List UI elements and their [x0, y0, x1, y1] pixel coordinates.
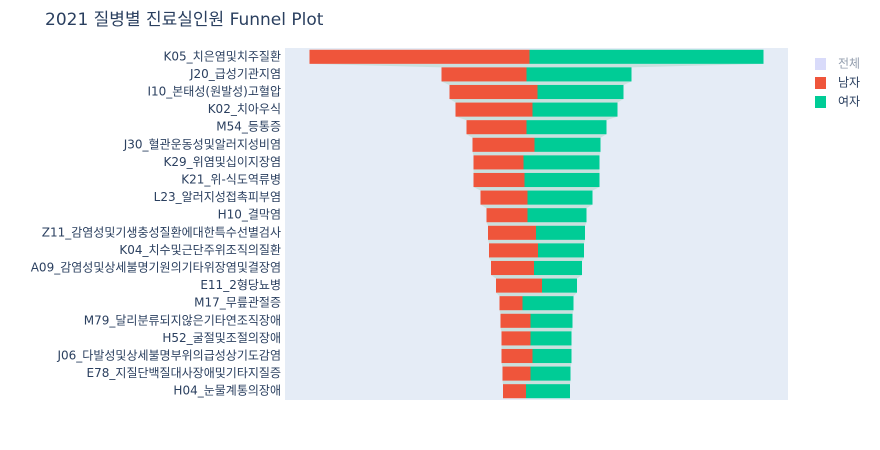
y-tick-label: K05_치은염및치주질환 — [164, 49, 281, 63]
funnel-bar — [472, 137, 535, 152]
funnel-bar — [526, 67, 632, 82]
funnel-bar — [473, 155, 524, 170]
funnel-bar — [455, 102, 533, 117]
connector — [455, 116, 618, 121]
funnel-bar — [449, 84, 538, 100]
connector — [449, 99, 624, 103]
y-tick-label: I10_본태성(원발성)고혈압 — [147, 85, 281, 99]
y-tick-label: J20_급성기관지염 — [189, 67, 281, 81]
y-tick-label: M54_등통증 — [216, 120, 281, 134]
funnel-bar — [502, 366, 531, 381]
funnel-bar — [542, 278, 577, 293]
y-tick-label: M17_무릎관절증 — [194, 296, 281, 310]
funnel-bar — [501, 331, 531, 346]
connector — [466, 134, 607, 138]
connector — [488, 239, 585, 244]
funnel-bar — [527, 208, 587, 223]
funnel-bar — [532, 348, 572, 364]
funnel-bar — [501, 348, 533, 364]
legend-swatch — [815, 58, 826, 70]
funnel-bar — [537, 84, 624, 100]
funnel-bar — [466, 120, 527, 135]
connector — [309, 63, 764, 68]
connector — [491, 275, 582, 279]
funnel-bar — [441, 67, 527, 82]
funnel-bar — [499, 296, 523, 311]
y-tick-label: H10_결막염 — [218, 208, 281, 222]
funnel-bar — [486, 208, 528, 223]
y-tick-label: J30_혈관운동성및알러지성비염 — [123, 137, 281, 151]
y-tick-label: K21_위-식도역류병 — [181, 173, 281, 187]
legend-swatch — [815, 77, 826, 89]
funnel-bar — [536, 225, 585, 240]
funnel-bar — [530, 366, 571, 381]
funnel-bar — [496, 278, 542, 293]
y-tick-label: Z11_감염성및기생충성질환에대한특수선별검사 — [42, 225, 281, 239]
funnel-bar — [529, 49, 764, 64]
connector — [502, 380, 571, 385]
funnel-bar — [538, 243, 584, 258]
legend-label: 전체 — [838, 57, 860, 71]
funnel-bar — [527, 190, 593, 205]
funnel-bar — [530, 313, 573, 328]
connector — [473, 169, 600, 173]
funnel-bar — [473, 172, 525, 188]
y-tick-label: K04_치수및근단주위조직의질환 — [119, 243, 281, 257]
connector — [480, 204, 593, 209]
funnel-bar — [480, 190, 528, 205]
connector — [500, 327, 573, 332]
funnel-bar — [530, 331, 572, 346]
y-tick-label: L23_알러지성접촉피부염 — [154, 190, 281, 204]
funnel-bar — [489, 243, 538, 258]
legend-label: 여자 — [838, 95, 860, 109]
connector — [496, 292, 577, 297]
legend-swatch — [815, 96, 826, 108]
y-tick-label: E78_지질단백질대사장애및기타지질증 — [87, 366, 281, 380]
funnel-bar — [503, 384, 526, 399]
connector — [473, 187, 600, 191]
y-tick-label: H04_눈물계통의장애 — [173, 384, 281, 398]
connector — [441, 81, 632, 85]
funnel-bar — [534, 137, 601, 152]
y-tick-label: J06_다발성및상세불명부위의급성상기도감염 — [56, 349, 281, 363]
funnel-bar — [491, 260, 534, 276]
connector — [489, 257, 584, 261]
y-tick-label: H52_굴절및조절의장애 — [162, 331, 281, 345]
funnel-bar — [524, 172, 600, 188]
connector — [472, 151, 601, 156]
connector — [501, 363, 572, 367]
y-tick-label: A09_감염성및상세불명기원의기타위장염및결장염 — [31, 261, 281, 275]
funnel-bar — [526, 384, 570, 399]
funnel-bar — [488, 225, 536, 240]
y-tick-label: M79_달리분류되지않은기타연조직장애 — [84, 313, 281, 327]
y-tick-label: E11_2형당뇨병 — [200, 278, 281, 292]
legend-label: 남자 — [838, 76, 860, 90]
funnel-bar — [532, 102, 618, 117]
funnel-bar — [522, 296, 574, 311]
funnel-bar — [309, 49, 530, 64]
connector — [499, 310, 574, 314]
funnel-bar — [523, 155, 600, 170]
funnel-bar — [534, 260, 582, 276]
funnel-bar — [500, 313, 531, 328]
connector — [501, 345, 572, 349]
y-tick-label: K02_치아우식 — [208, 102, 281, 116]
y-tick-label: K29_위염및십이지장염 — [164, 155, 281, 169]
connector — [486, 222, 587, 226]
funnel-bar — [526, 120, 607, 135]
chart-title: 2021 질병별 진료실인원 Funnel Plot — [45, 10, 324, 30]
